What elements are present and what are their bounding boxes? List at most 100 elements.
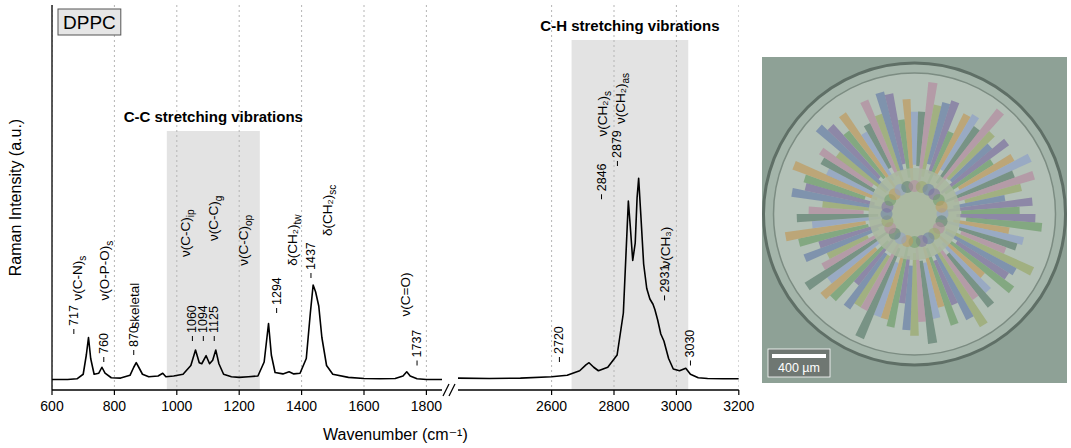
micrograph-background — [762, 57, 1067, 383]
scale-bar-label: 400 µm — [778, 361, 820, 375]
peak-leader — [133, 350, 134, 355]
scale-bar-background — [768, 349, 830, 377]
peak-leader — [103, 357, 104, 362]
annotation: ν(C-N)s — [69, 256, 88, 301]
annotation-subscript: as — [620, 73, 631, 84]
x-tick-label: 1000 — [161, 398, 192, 414]
x-axis — [52, 389, 442, 390]
x-tick — [551, 390, 552, 395]
x-tick — [676, 390, 677, 395]
y-axis-title: Raman Intensity (a.u.) — [7, 119, 24, 276]
peak-leader — [617, 161, 618, 166]
x-tick — [426, 390, 427, 395]
x-tick-label: 1400 — [286, 398, 317, 414]
annotation-text: δ(CH₂) — [284, 225, 299, 266]
band — [167, 131, 260, 390]
annotation-subscript: s — [77, 256, 88, 261]
grid-line — [614, 5, 615, 390]
figure: C-C stretching vibrations Raman Intensity… — [0, 0, 1071, 448]
title-background — [58, 9, 121, 35]
peak-label: 1437 — [304, 242, 318, 270]
x-tick — [613, 390, 614, 395]
annotation-text: ν(C-C) — [205, 201, 220, 241]
annotation-text: ν(C-C) — [235, 226, 250, 266]
droplet-rim — [764, 63, 1066, 365]
peak-leader — [417, 361, 418, 366]
annotation-subscript: s — [104, 241, 115, 246]
axis-break — [443, 384, 449, 396]
texture — [961, 207, 1020, 214]
title: DPPC — [63, 12, 116, 33]
grid-line — [738, 5, 739, 390]
peak-leader — [276, 308, 277, 313]
grid-line — [176, 5, 177, 390]
peak-leader — [559, 357, 560, 362]
x-tick — [363, 390, 364, 395]
scale-bar — [772, 354, 826, 358]
texture — [903, 99, 914, 180]
x-axis — [458, 389, 739, 390]
grid-line — [52, 5, 53, 390]
peak-leader — [214, 336, 215, 341]
annotation-text: ν(O-P-O) — [96, 246, 111, 301]
peak-label: 2879 — [610, 130, 624, 158]
x-tick — [114, 390, 115, 395]
annotation: ν(C-C)op — [235, 214, 254, 265]
x-tick-label: 800 — [103, 398, 127, 414]
annotation-text: skeletal — [126, 283, 141, 329]
texture — [936, 201, 948, 213]
annotation-text: ν(C=O) — [397, 273, 412, 317]
grid-line — [426, 5, 427, 390]
peak-label: 1737 — [410, 330, 424, 358]
peak-label: 1294 — [270, 277, 284, 305]
droplet-centre — [869, 168, 961, 260]
annotation-subscript: sc — [327, 185, 338, 195]
peak-label: 2720 — [552, 326, 566, 354]
band-label: C-C stretching vibrations — [124, 108, 303, 125]
grid-line — [676, 5, 677, 390]
annotation-text: ν(C-N) — [69, 261, 84, 301]
grid-line — [301, 5, 302, 390]
annotation: ν(O-P-O)s — [96, 241, 115, 301]
y-axis — [51, 5, 52, 390]
grid-line — [239, 5, 240, 390]
x-tick — [239, 390, 240, 395]
x-axis-title: Wavenumber (cm⁻¹) — [323, 426, 468, 443]
plot-area — [52, 5, 442, 390]
annotation: ν(CH₂)s — [594, 91, 613, 136]
annotation-subscript: tw — [292, 214, 303, 225]
plot-area — [458, 5, 739, 390]
peak-leader — [192, 336, 193, 341]
x-tick-label: 1800 — [411, 398, 442, 414]
x-tick-label: 3200 — [723, 398, 754, 414]
peak-label: 2846 — [595, 163, 609, 191]
x-tick-label: 3000 — [661, 398, 692, 414]
annotation: ν(C=O) — [397, 273, 412, 317]
peak-leader — [310, 273, 311, 278]
x-tick — [301, 390, 302, 395]
annotation-subscript: ip — [185, 209, 196, 217]
x-tick-label: 2800 — [598, 398, 629, 414]
title-box: DPPC — [58, 9, 121, 35]
spectrum-line — [458, 178, 739, 379]
grid-line — [364, 5, 365, 390]
micrograph: 400 µm — [762, 57, 1067, 383]
peak-label: 760 — [97, 333, 111, 354]
axis-break — [449, 384, 455, 396]
peak-label: 1125 — [207, 306, 221, 333]
annotation-text: ν(C-C) — [177, 217, 192, 257]
annotation: ν(C-C)g — [205, 196, 224, 241]
annotation-text: ν(CH₂) — [612, 84, 627, 124]
peak-label: 2931 — [658, 265, 672, 293]
annotation-text: ν(CH₂) — [594, 96, 609, 136]
peak-leader — [203, 336, 204, 341]
x-tick-label: 2600 — [536, 398, 567, 414]
peak-leader — [690, 361, 691, 366]
band-label: C-H stretching vibrations — [540, 17, 719, 34]
annotation: ν(CH₃) — [657, 227, 672, 268]
annotation: δ(CH₂)sc — [319, 185, 338, 236]
grid-line — [114, 5, 115, 390]
annotation: ν(CH₂)as — [612, 73, 631, 124]
peak-label: 717 — [67, 305, 81, 326]
x-tick — [176, 390, 177, 395]
